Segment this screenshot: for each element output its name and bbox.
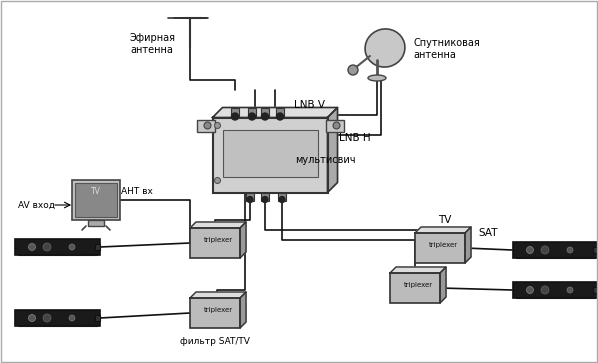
Bar xyxy=(593,247,597,253)
Text: Спутниковая
антенна: Спутниковая антенна xyxy=(413,38,480,60)
Bar xyxy=(75,183,117,217)
Text: LNB V: LNB V xyxy=(294,100,325,110)
Circle shape xyxy=(249,113,255,120)
Text: мультисвич: мультисвич xyxy=(295,155,355,165)
Bar xyxy=(593,287,597,293)
Polygon shape xyxy=(240,222,246,258)
Circle shape xyxy=(231,113,239,120)
Circle shape xyxy=(262,196,268,203)
Circle shape xyxy=(29,314,35,322)
Circle shape xyxy=(215,178,221,184)
Text: LNB H: LNB H xyxy=(339,133,371,143)
Bar xyxy=(94,315,99,321)
Polygon shape xyxy=(190,222,246,228)
Circle shape xyxy=(348,65,358,75)
Circle shape xyxy=(276,113,283,120)
Text: АНТ вх: АНТ вх xyxy=(121,188,153,196)
Polygon shape xyxy=(440,267,446,303)
Bar xyxy=(415,233,465,263)
Circle shape xyxy=(279,196,285,203)
Circle shape xyxy=(69,244,75,250)
Text: AV вход: AV вход xyxy=(18,200,55,209)
Polygon shape xyxy=(212,107,337,118)
Polygon shape xyxy=(415,227,471,233)
Text: triplexer: triplexer xyxy=(203,237,233,243)
Text: triplexer: triplexer xyxy=(203,307,233,313)
Bar xyxy=(390,273,440,303)
Bar xyxy=(197,119,215,131)
Circle shape xyxy=(526,286,533,294)
Bar xyxy=(94,244,99,250)
Bar xyxy=(212,118,328,192)
Bar xyxy=(246,192,254,200)
Bar xyxy=(325,119,343,131)
Bar xyxy=(231,107,239,118)
Bar xyxy=(261,107,269,118)
Text: SAT: SAT xyxy=(478,228,498,238)
Circle shape xyxy=(526,246,533,253)
Polygon shape xyxy=(328,107,337,192)
Bar xyxy=(14,310,99,326)
Bar xyxy=(261,192,269,200)
Circle shape xyxy=(261,113,269,120)
Bar xyxy=(88,220,104,226)
Circle shape xyxy=(541,286,549,294)
Circle shape xyxy=(333,122,340,129)
Polygon shape xyxy=(465,227,471,263)
Polygon shape xyxy=(240,292,246,328)
Polygon shape xyxy=(390,267,446,273)
Text: TV: TV xyxy=(438,215,451,225)
Circle shape xyxy=(43,314,51,322)
Bar xyxy=(276,107,284,118)
Circle shape xyxy=(29,244,35,250)
Circle shape xyxy=(247,196,253,203)
Circle shape xyxy=(567,247,573,253)
Bar xyxy=(248,107,256,118)
Bar xyxy=(278,192,286,200)
Circle shape xyxy=(567,287,573,293)
Circle shape xyxy=(69,315,75,321)
Text: Эфирная
антенна: Эфирная антенна xyxy=(130,33,176,54)
Text: triplexer: triplexer xyxy=(428,242,457,248)
Ellipse shape xyxy=(365,29,405,67)
Circle shape xyxy=(43,243,51,251)
Bar xyxy=(512,282,597,298)
Circle shape xyxy=(541,246,549,254)
Bar xyxy=(72,180,120,220)
Ellipse shape xyxy=(368,75,386,81)
Circle shape xyxy=(204,122,211,129)
Bar xyxy=(190,228,240,258)
Polygon shape xyxy=(190,292,246,298)
Circle shape xyxy=(215,122,221,129)
Bar xyxy=(222,130,318,176)
Bar xyxy=(512,242,597,258)
Text: TV: TV xyxy=(91,188,101,196)
Text: фильтр SAT/TV: фильтр SAT/TV xyxy=(180,337,250,346)
Bar xyxy=(14,239,99,255)
Bar xyxy=(190,298,240,328)
Text: triplexer: triplexer xyxy=(404,282,432,288)
